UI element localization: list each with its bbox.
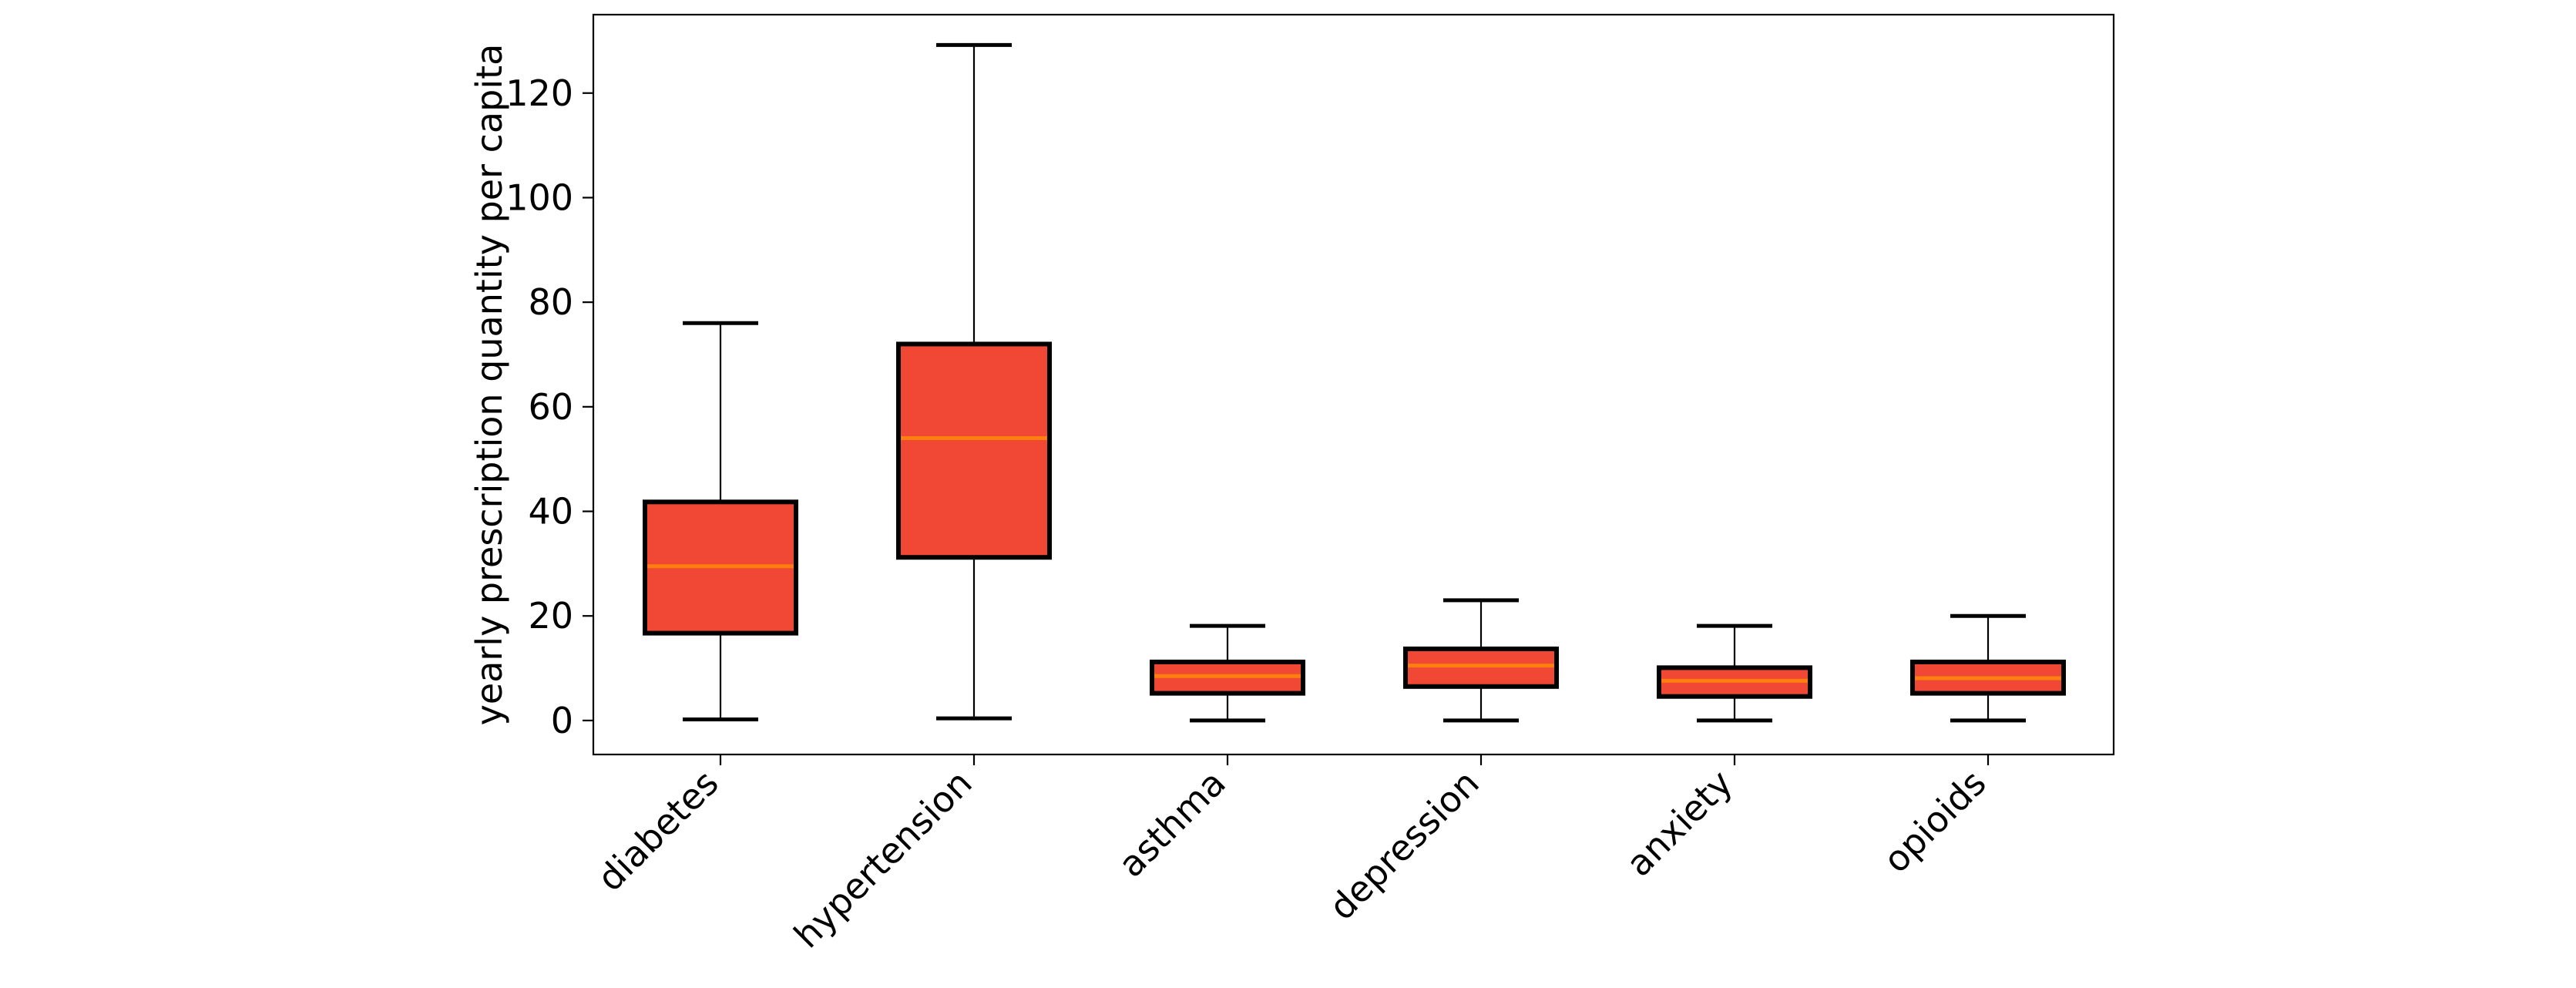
y-tick-label: 80 <box>528 281 573 323</box>
box-iqr <box>896 341 1052 560</box>
plot-frame <box>592 13 2115 756</box>
y-tick-label: 120 <box>505 72 573 114</box>
box-iqr <box>1403 646 1559 689</box>
y-tick-label: 60 <box>528 386 573 428</box>
box-group <box>1150 623 1305 723</box>
box-group <box>643 321 798 722</box>
y-tick-label: 100 <box>505 176 573 218</box>
box-group <box>1657 623 1812 723</box>
boxes-layer <box>643 42 2066 723</box>
box-group <box>896 42 1052 721</box>
y-axis: 0 20 40 60 80 100 120 <box>505 72 593 741</box>
y-tick-label: 0 <box>551 700 573 741</box>
box-group <box>1910 613 2066 723</box>
y-tick-label: 40 <box>528 491 573 533</box>
y-tick-label: 20 <box>528 595 573 637</box>
box-group <box>1403 598 1559 723</box>
y-axis-label: yearly prescription quantity per capita <box>469 44 510 726</box>
